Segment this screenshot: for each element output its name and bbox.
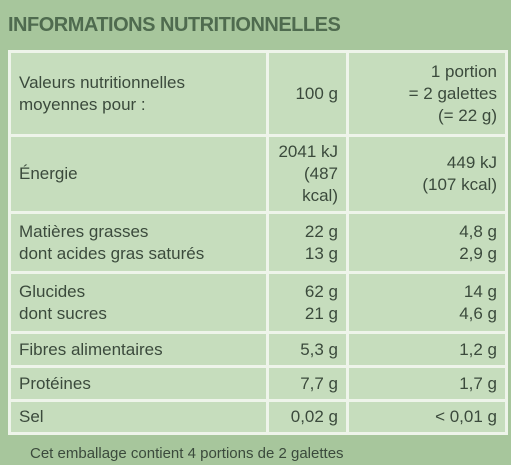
cell-line: dont acides gras saturés [19, 243, 205, 263]
cell: Protéines [8, 365, 269, 402]
table-row: Glucides dont sucres 62 g 21 g 14 g 4,6 g [8, 271, 508, 334]
cell-line: 7,7 g [300, 373, 338, 393]
cell-line: 4,8 g [459, 221, 497, 241]
cell: 100 g [266, 50, 349, 137]
cell-line: 4,6 g [459, 303, 497, 323]
cell-line: 21 g [304, 303, 338, 323]
cell: 5,3 g [266, 331, 349, 368]
cell: 14 g 4,6 g [346, 271, 508, 334]
cell: 449 kJ (107 kcal) [346, 134, 508, 214]
table-row: Valeurs nutritionnelles moyennes pour : 10… [8, 50, 508, 137]
cell: 1,7 g [346, 365, 508, 402]
nutrition-table: Valeurs nutritionnelles moyennes pour : 10… [8, 50, 508, 435]
cell: 4,8 g 2,9 g [346, 211, 508, 274]
title: INFORMATIONS NUTRITIONNELLES [8, 14, 341, 36]
cell-line: < 0,01 g [435, 407, 497, 426]
cell: 7,7 g [266, 365, 349, 402]
cell-line: 62 g [304, 281, 338, 301]
cell-line: 13 g [304, 243, 338, 263]
cell-line: Protéines [19, 373, 91, 393]
cell-line: 22 g [304, 221, 338, 241]
cell-line: Valeurs nutritionnelles [19, 72, 185, 92]
cell: 1 portion = 2 galettes (= 22 g) [346, 50, 508, 137]
cell: 1,2 g [346, 331, 508, 368]
cell: 2041 kJ (487 kcal) [266, 134, 349, 214]
cell-line: 1,7 g [459, 373, 497, 393]
cell-line: Énergie [19, 164, 78, 183]
cell-line: Glucides [19, 281, 86, 301]
cell-line: 1,2 g [459, 339, 497, 359]
cell: Valeurs nutritionnelles moyennes pour : [8, 50, 269, 137]
cell-line: = 2 galettes [408, 83, 497, 103]
table-row: Matières grasses dont acides gras saturés… [8, 211, 508, 274]
cell-line: 2041 kJ [278, 142, 338, 161]
cell-line: Fibres alimentaires [19, 339, 163, 359]
cell: 62 g 21 g [266, 271, 349, 334]
cell: Sel [8, 399, 269, 435]
cell-line: 5,3 g [300, 339, 338, 359]
footer-note: Cet emballage contient 4 portions de 2 g… [30, 445, 344, 462]
cell: 22 g 13 g [266, 211, 349, 274]
cell-line: (487 kcal) [302, 164, 338, 205]
cell-line: 2,9 g [459, 243, 497, 263]
cell-line: moyennes pour : [19, 94, 146, 114]
cell-line: Matières grasses [19, 221, 149, 241]
cell-line: 1 portion [430, 61, 497, 81]
cell: < 0,01 g [346, 399, 508, 435]
cell: Énergie [8, 134, 269, 214]
table-row: Fibres alimentaires 5,3 g 1,2 g [8, 331, 508, 368]
cell-line: 0,02 g [290, 407, 338, 426]
cell-line: Sel [19, 407, 44, 426]
cell: Fibres alimentaires [8, 331, 269, 368]
cell-line: 100 g [295, 83, 338, 103]
table-row: Sel 0,02 g < 0,01 g [8, 399, 508, 435]
table-row: Protéines 7,7 g 1,7 g [8, 365, 508, 402]
cell-line: 14 g [463, 281, 497, 301]
cell-line: 449 kJ [446, 153, 497, 172]
cell-line: (107 kcal) [422, 175, 497, 194]
table-row: Énergie 2041 kJ (487 kcal) 449 kJ (107 kcal) [8, 134, 508, 214]
cell: 0,02 g [266, 399, 349, 435]
cell: Glucides dont sucres [8, 271, 269, 334]
cell-line: (= 22 g) [437, 105, 497, 125]
cell: Matières grasses dont acides gras saturés [8, 211, 269, 274]
cell-line: dont sucres [19, 303, 107, 323]
